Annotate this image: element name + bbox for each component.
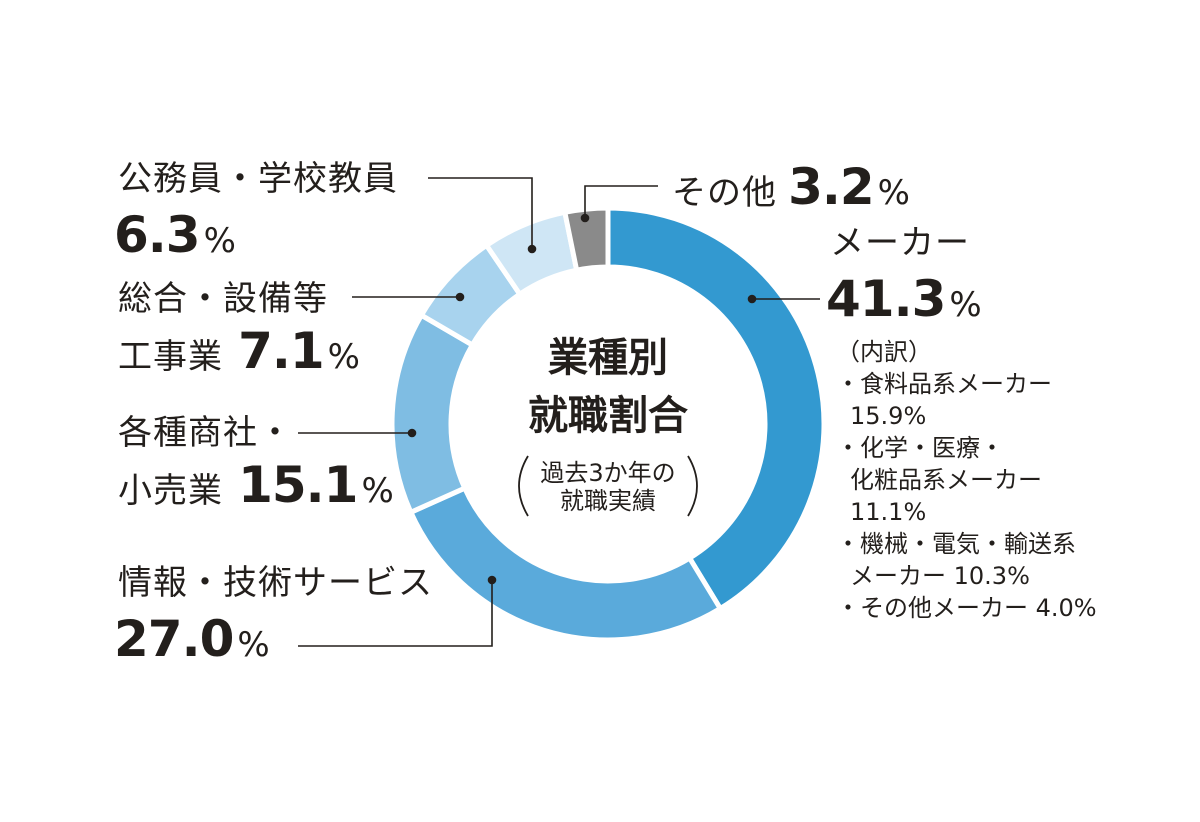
label-sougou-line2: 工事業 bbox=[118, 337, 223, 377]
label-maker-pct: 41.3% bbox=[826, 274, 982, 324]
label-shousha-line2: 小売業 bbox=[118, 471, 223, 511]
slice-maker bbox=[605, 205, 827, 612]
label-jouhou-name: 情報・技術サービス bbox=[118, 563, 433, 603]
center-note-line2: 就職実績 bbox=[560, 487, 656, 515]
label-sougou-row2: 工事業 7.1% bbox=[118, 326, 360, 376]
center-note-line1: 過去3か年の bbox=[540, 459, 676, 487]
label-sonota-value: 3.2 bbox=[788, 158, 875, 216]
leader-lines bbox=[298, 177, 820, 647]
slice-sonota bbox=[561, 205, 611, 274]
leader-dot-koumuin bbox=[527, 244, 537, 254]
leader-line-sonota bbox=[584, 185, 658, 218]
slice-shousha bbox=[389, 311, 476, 516]
leader-dot-maker bbox=[747, 294, 757, 304]
label-shousha-row2: 小売業 15.1% bbox=[118, 460, 394, 510]
breakdown-line-4: 化粧品系メーカー bbox=[850, 466, 1042, 494]
label-maker-value: 41.3 bbox=[826, 270, 946, 328]
leader-dot-shousha bbox=[407, 428, 417, 438]
breakdown-line-3: ・化学・医療・ bbox=[836, 434, 1004, 462]
leader-line-koumuin bbox=[428, 177, 533, 249]
breakdown-line-2: 15.9% bbox=[850, 402, 927, 430]
note-paren-right bbox=[687, 455, 698, 517]
label-sougou-line1: 総合・設備等 bbox=[118, 279, 328, 319]
label-maker-name: メーカー bbox=[830, 223, 970, 263]
label-koumuin-pct: 6.3% bbox=[114, 210, 236, 260]
center-title-line2: 就職割合 bbox=[528, 393, 688, 439]
label-shousha-value: 15.1 bbox=[238, 456, 358, 514]
label-jouhou-pct: 27.0% bbox=[114, 614, 270, 664]
label-shousha-unit: % bbox=[361, 471, 394, 511]
label-koumuin-name: 公務員・学校教員 bbox=[118, 159, 398, 199]
donut-slices bbox=[389, 205, 827, 643]
breakdown-line-7: メーカー 10.3% bbox=[850, 562, 1030, 590]
breakdown-heading: （内訳） bbox=[836, 338, 932, 366]
note-paren-left bbox=[518, 455, 529, 517]
label-jouhou-value: 27.0 bbox=[114, 610, 234, 668]
label-sougou-value: 7.1 bbox=[238, 322, 325, 380]
label-koumuin-unit: % bbox=[203, 221, 236, 261]
label-sonota: その他 3.2% bbox=[672, 162, 910, 212]
breakdown-line-8: ・その他メーカー 4.0% bbox=[836, 594, 1097, 622]
label-koumuin-value: 6.3 bbox=[114, 206, 201, 264]
leader-dot-sonota bbox=[580, 213, 590, 223]
center-title-line1: 業種別 bbox=[548, 335, 668, 381]
label-sonota-name: その他 bbox=[672, 173, 777, 213]
maker-breakdown: （内訳） ・食料品系メーカー 15.9% ・化学・医療・ 化粧品系メーカー 11… bbox=[836, 336, 1097, 624]
leader-line-jouhou bbox=[298, 580, 493, 647]
label-jouhou-unit: % bbox=[237, 625, 270, 665]
label-shousha-line1: 各種商社・ bbox=[118, 413, 293, 453]
breakdown-line-6: ・機械・電気・輸送系 bbox=[836, 530, 1076, 558]
label-maker-unit: % bbox=[949, 285, 982, 325]
leader-dot-sougou bbox=[455, 292, 465, 302]
label-sonota-unit: % bbox=[877, 173, 910, 213]
label-sougou-unit: % bbox=[327, 337, 360, 377]
breakdown-line-5: 11.1% bbox=[850, 498, 927, 526]
breakdown-line-1: ・食料品系メーカー bbox=[836, 370, 1052, 398]
leader-dot-jouhou bbox=[487, 575, 497, 585]
